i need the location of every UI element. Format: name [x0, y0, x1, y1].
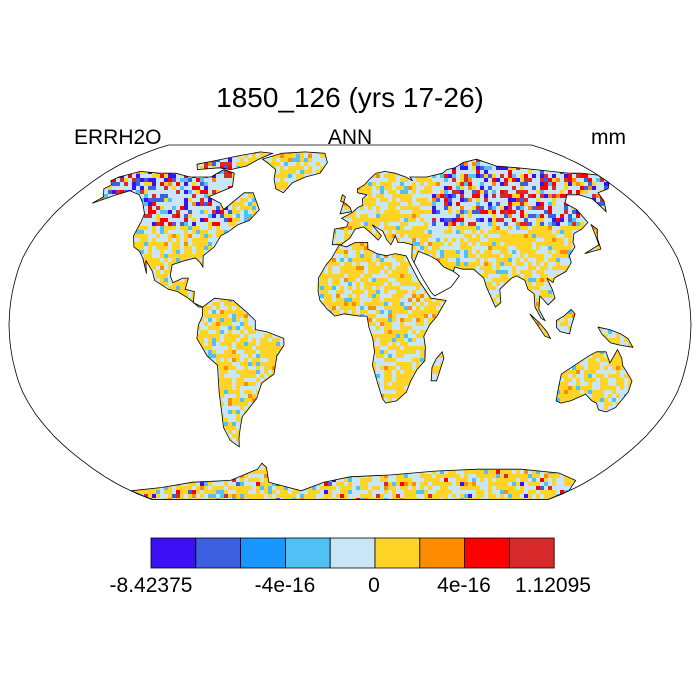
colorbar-swatch-2 — [195, 537, 242, 569]
plot-title: 1850_126 (yrs 17-26) — [216, 82, 484, 113]
colorbar-label-zero: 0 — [368, 574, 380, 597]
units-label: mm — [591, 126, 626, 149]
season-label: ANN — [327, 126, 373, 149]
colorbar-swatch-5 — [329, 537, 376, 569]
colorbar-label-min: -8.42375 — [109, 574, 193, 597]
colorbar-swatch-4 — [284, 537, 331, 569]
colorbar-swatch-1 — [150, 537, 197, 569]
colorbar-label-pos: 4e-16 — [437, 574, 491, 597]
colorbar-swatch-7 — [419, 537, 465, 569]
map-border — [8, 144, 692, 500]
colorbar-swatch-3 — [240, 537, 286, 569]
colorbar-swatch-9 — [508, 537, 555, 569]
colorbar-label-max: 1.12095 — [515, 574, 591, 597]
colorbar-label-neg: -4e-16 — [254, 574, 316, 597]
colorbar — [150, 537, 555, 569]
colorbar-swatch-6 — [374, 537, 421, 569]
variable-name-label: ERRH2O — [74, 126, 162, 149]
colorbar-swatch-8 — [464, 537, 510, 569]
coastline — [92, 151, 634, 500]
